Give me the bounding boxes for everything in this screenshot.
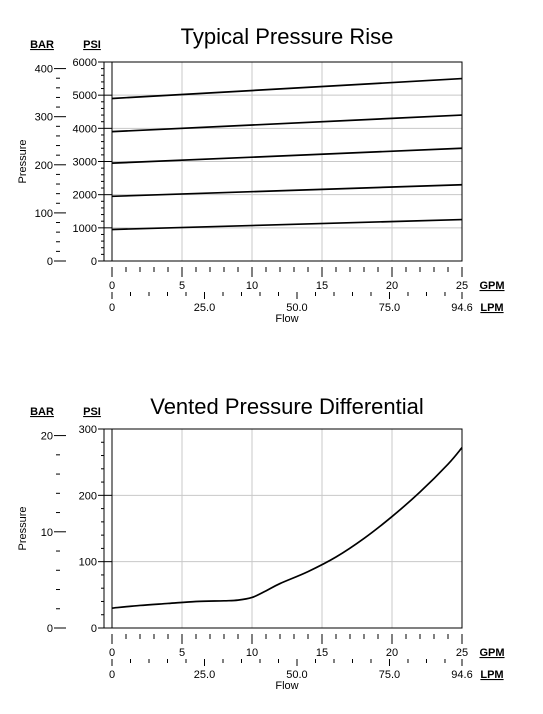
lpm-tick-label: 75.0 <box>379 302 400 314</box>
bar-tick-label: 10 <box>41 527 53 539</box>
series-line-2 <box>111 183 463 198</box>
lpm-tick-label: 50.0 <box>286 302 307 314</box>
psi-unit-label: PSI <box>83 406 101 418</box>
gpm-tick-label: 25 <box>456 647 468 659</box>
bar-unit-label: BAR <box>30 406 54 418</box>
lpm-tick-label: 25.0 <box>194 302 215 314</box>
bar-tick-label: 400 <box>35 64 53 76</box>
psi-tick-label: 3000 <box>73 157 97 169</box>
bar-tick-label: 0 <box>47 256 53 268</box>
y-axis-label: Pressure <box>17 506 29 550</box>
x-axis-label: Flow <box>275 680 298 692</box>
lpm-tick-label: 94.6 <box>451 669 472 681</box>
series-line-1 <box>111 447 463 609</box>
psi-tick-label: 6000 <box>73 57 97 69</box>
bar-tick-label: 20 <box>41 431 53 443</box>
typical-pressure-rise-chart: Typical Pressure Rise 0 1000 2000 3000 4000 5… <box>0 0 543 330</box>
bar-tick-label: 200 <box>35 160 53 172</box>
lpm-tick-label: 0 <box>109 302 115 314</box>
psi-tick-label: 200 <box>79 490 97 502</box>
gpm-tick-label: 10 <box>246 647 258 659</box>
psi-tick-label: 4000 <box>73 123 97 135</box>
vented-pressure-differential-chart: Vented Pressure Differential 0 100 200 300 0… <box>0 370 543 710</box>
lpm-unit-label: LPM <box>480 302 503 314</box>
chart-title: Vented Pressure Differential <box>150 394 424 419</box>
psi-tick-label: 1000 <box>73 223 97 235</box>
gpm-tick-label: 20 <box>386 647 398 659</box>
psi-tick-label: 100 <box>79 557 97 569</box>
psi-tick-label: 300 <box>79 424 97 436</box>
chart-title: Typical Pressure Rise <box>180 24 394 49</box>
gpm-tick-label: 15 <box>316 647 328 659</box>
bar-tick-label: 0 <box>47 623 53 635</box>
plot-frame <box>111 428 463 629</box>
bar-tick-label: 300 <box>35 112 53 124</box>
gpm-unit-label: GPM <box>479 280 504 292</box>
lpm-tick-label: 75.0 <box>379 669 400 681</box>
gpm-tick-label: 0 <box>109 280 115 292</box>
chart-svg: 0 100 200 300 0 10 20 BAR PSI Pressure 0 5 10 15 20 25 G… <box>17 406 505 692</box>
gpm-tick-label: 5 <box>179 280 185 292</box>
bar-unit-label: BAR <box>30 39 54 51</box>
bar-tick-label: 100 <box>35 208 53 220</box>
lpm-unit-label: LPM <box>480 669 503 681</box>
series-line-1 <box>111 218 463 231</box>
gpm-unit-label: GPM <box>479 647 504 659</box>
psi-tick-label: 0 <box>91 623 97 635</box>
y-axis-label: Pressure <box>17 139 29 183</box>
series-line-3 <box>111 147 463 165</box>
psi-unit-label: PSI <box>83 39 101 51</box>
psi-tick-label: 0 <box>91 256 97 268</box>
lpm-tick-label: 25.0 <box>194 669 215 681</box>
chart-svg: 01000200030004000500060000100200300400BA… <box>17 39 505 325</box>
psi-tick-label: 5000 <box>73 90 97 102</box>
gpm-tick-label: 0 <box>109 647 115 659</box>
lpm-tick-label: 50.0 <box>286 669 307 681</box>
series-line-5 <box>111 77 463 100</box>
psi-tick-label: 2000 <box>73 190 97 202</box>
gpm-tick-label: 20 <box>386 280 398 292</box>
x-axis-label: Flow <box>275 313 298 325</box>
lpm-tick-label: 94.6 <box>451 302 472 314</box>
gpm-tick-label: 10 <box>246 280 258 292</box>
gpm-tick-label: 15 <box>316 280 328 292</box>
lpm-tick-label: 0 <box>109 669 115 681</box>
gpm-tick-label: 25 <box>456 280 468 292</box>
series-line-4 <box>111 114 463 133</box>
gpm-tick-label: 5 <box>179 647 185 659</box>
